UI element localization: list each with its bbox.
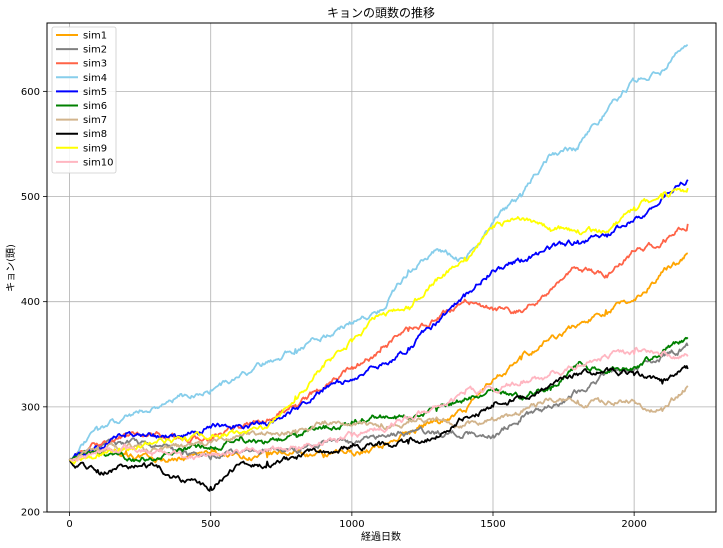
- legend-label-sim5: sim5: [83, 87, 107, 98]
- series-line-sim5: [69, 179, 689, 462]
- chart-title: キョンの頭数の推移: [327, 5, 435, 20]
- series-line-sim2: [69, 342, 689, 461]
- x-tick-label: 1000: [339, 519, 364, 530]
- x-tick-label: 0: [66, 519, 72, 530]
- x-tick-label: 500: [201, 519, 220, 530]
- y-tick-label: 600: [21, 87, 40, 98]
- legend-label-sim9: sim9: [83, 143, 107, 154]
- y-axis-title: キョン(頭): [5, 244, 17, 292]
- legend-label-sim4: sim4: [83, 73, 107, 84]
- series-line-sim8: [68, 365, 689, 492]
- legend-label-sim10: sim10: [83, 157, 113, 168]
- series-line-sim4: [69, 44, 688, 462]
- legend-label-sim3: sim3: [83, 59, 107, 70]
- y-axis: 200 300 400 500 600: [21, 87, 47, 519]
- y-tick-label: 200: [21, 508, 40, 519]
- legend-label-sim8: sim8: [83, 129, 107, 140]
- y-tick-label: 400: [21, 297, 40, 308]
- series-line-sim9: [68, 187, 689, 465]
- legend-label-sim7: sim7: [83, 115, 107, 126]
- y-tick-label: 500: [21, 192, 40, 203]
- x-tick-label: 1500: [480, 519, 505, 530]
- x-axis: 0 500 1000 1500 2000: [66, 512, 647, 530]
- legend-label-sim2: sim2: [83, 45, 107, 56]
- x-axis-title: 経過日数: [361, 530, 401, 543]
- legend-label-sim6: sim6: [83, 101, 107, 112]
- plot-frame: [46, 22, 717, 513]
- legend-label-sim1: sim1: [83, 31, 107, 42]
- series-line-sim10: [69, 346, 689, 462]
- y-tick-label: 300: [21, 402, 40, 413]
- x-tick-label: 2000: [621, 519, 646, 530]
- legend: sim1 sim2 sim3 sim4 sim5 sim6 sim7 sim8 sim9 sim1…: [51, 26, 117, 174]
- series-line-sim1: [69, 252, 689, 464]
- series-layer: [68, 44, 689, 492]
